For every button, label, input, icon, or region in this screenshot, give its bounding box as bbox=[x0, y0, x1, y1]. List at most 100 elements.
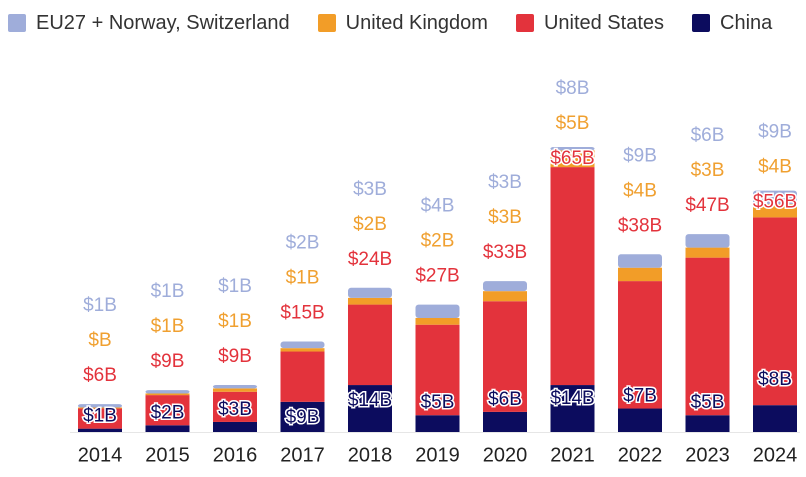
legend-item-us: United States bbox=[515, 11, 665, 35]
data-label-united-kingdom-2017: $1B bbox=[286, 267, 320, 288]
data-label-united-kingdom-2018: $2B bbox=[353, 214, 387, 235]
data-label-china-2021: $14B bbox=[550, 388, 594, 409]
bar-china-2019 bbox=[415, 415, 460, 432]
x-tick-label-2016: 2016 bbox=[213, 444, 258, 466]
x-tick-label-2015: 2015 bbox=[145, 444, 190, 466]
data-label-eu27-norway-switzerland-2022: $9B bbox=[623, 145, 657, 166]
legend-swatch-us bbox=[515, 14, 534, 32]
bar-eu27-norway-switzerland-2024 bbox=[753, 190, 797, 204]
data-label-united-states-2018: $24B bbox=[348, 249, 392, 270]
data-label-china-2016: $3B bbox=[218, 399, 252, 420]
bar-china-2020 bbox=[483, 411, 527, 432]
bar-china-2022 bbox=[618, 408, 662, 432]
data-label-united-states-2016: $9B bbox=[218, 346, 252, 367]
bar-united-states-2016 bbox=[213, 391, 257, 422]
data-label-united-kingdom-2015: $1B bbox=[151, 316, 185, 337]
data-label-china-2023: $5B bbox=[691, 392, 725, 413]
bar-eu27-norway-switzerland-2016 bbox=[213, 385, 257, 389]
legend-swatch-china bbox=[692, 14, 711, 32]
data-label-eu27-norway-switzerland-2020: $3B bbox=[488, 172, 522, 193]
legend-swatch-uk bbox=[317, 14, 336, 32]
x-tick-label-2017: 2017 bbox=[280, 444, 325, 466]
bar-eu27-norway-switzerland-2017 bbox=[280, 341, 325, 349]
data-label-china-2018: $14B bbox=[348, 390, 392, 411]
data-label-china-2019: $5B bbox=[421, 392, 455, 413]
x-tick-label-2020: 2020 bbox=[483, 444, 528, 466]
bar-united-kingdom-2022 bbox=[618, 267, 662, 282]
data-label-eu27-norway-switzerland-2023: $6B bbox=[691, 125, 725, 146]
bar-united-states-2024 bbox=[753, 217, 797, 406]
legend-label-eu: EU27 + Norway, Switzerland bbox=[36, 11, 290, 34]
x-tick-label-2022: 2022 bbox=[618, 444, 663, 466]
bar-united-states-2015 bbox=[145, 395, 190, 426]
data-label-united-states-2014: $6B bbox=[83, 365, 117, 386]
bar-eu27-norway-switzerland-2015 bbox=[145, 390, 190, 394]
bar-eu27-norway-switzerland-2022 bbox=[618, 254, 662, 268]
x-tick-label-2023: 2023 bbox=[685, 444, 730, 466]
data-label-united-kingdom-2021: $5B bbox=[556, 113, 590, 134]
bar-united-states-2022 bbox=[618, 281, 662, 409]
data-label-eu27-norway-switzerland-2018: $3B bbox=[353, 179, 387, 200]
data-label-united-states-2019: $27B bbox=[415, 266, 459, 287]
bar-united-states-2020 bbox=[483, 301, 527, 412]
data-label-united-kingdom-2024: $4B bbox=[758, 157, 792, 178]
data-label-united-kingdom-2022: $4B bbox=[623, 180, 657, 201]
bar-eu27-norway-switzerland-2019 bbox=[415, 304, 460, 318]
data-label-china-2017: $9B bbox=[286, 407, 320, 428]
bar-united-kingdom-2023 bbox=[685, 247, 730, 258]
data-label-united-kingdom-2014: $B bbox=[88, 330, 111, 351]
legend-label-uk: United Kingdom bbox=[345, 11, 488, 34]
data-label-united-kingdom-2023: $3B bbox=[691, 160, 725, 181]
legend-item-china: China bbox=[692, 12, 772, 35]
legend-label-china: China bbox=[720, 11, 773, 34]
bar-united-states-2014 bbox=[78, 408, 122, 429]
bar-eu27-norway-switzerland-2018 bbox=[348, 287, 392, 298]
x-tick-label-2024: 2024 bbox=[753, 444, 798, 466]
bar-united-states-2023 bbox=[685, 257, 730, 416]
data-label-united-states-2021: $65B bbox=[550, 148, 594, 169]
x-tick-label-2019: 2019 bbox=[415, 444, 460, 466]
data-label-china-2020: $6B bbox=[488, 389, 522, 410]
x-tick-label-2018: 2018 bbox=[348, 444, 393, 466]
legend-label-us: United States bbox=[543, 11, 665, 34]
data-label-united-kingdom-2020: $3B bbox=[488, 207, 522, 228]
bar-united-kingdom-2020 bbox=[483, 291, 527, 302]
bar-united-kingdom-2017 bbox=[280, 348, 325, 352]
data-label-united-states-2017: $15B bbox=[280, 302, 324, 323]
bar-united-states-2019 bbox=[415, 324, 460, 416]
data-label-united-states-2024: $56B bbox=[753, 192, 797, 213]
bar-eu27-norway-switzerland-2021 bbox=[550, 146, 595, 151]
bar-united-kingdom-2019 bbox=[415, 317, 460, 325]
bar-eu27-norway-switzerland-2014 bbox=[78, 404, 122, 408]
bar-china-2016 bbox=[213, 421, 257, 432]
bar-eu27-norway-switzerland-2020 bbox=[483, 281, 527, 292]
data-label-eu27-norway-switzerland-2017: $2B bbox=[286, 232, 320, 253]
bar-united-states-2017 bbox=[280, 351, 325, 402]
data-label-eu27-norway-switzerland-2021: $8B bbox=[556, 78, 590, 99]
chart-legend: EU27 + Norway, Switzerland United Kingdo… bbox=[8, 8, 800, 38]
bar-united-kingdom-2024 bbox=[753, 203, 797, 218]
data-label-united-states-2023: $47B bbox=[685, 195, 729, 216]
data-label-eu27-norway-switzerland-2019: $4B bbox=[421, 196, 455, 217]
bar-china-2018 bbox=[348, 385, 392, 432]
x-tick-label-2014: 2014 bbox=[78, 444, 123, 466]
bar-eu27-norway-switzerland-2023 bbox=[685, 234, 730, 248]
bar-united-kingdom-2021 bbox=[550, 150, 595, 168]
data-label-eu27-norway-switzerland-2016: $1B bbox=[218, 276, 252, 297]
data-label-united-kingdom-2016: $1B bbox=[218, 311, 252, 332]
bar-united-kingdom-2016 bbox=[213, 388, 257, 392]
data-label-united-states-2022: $38B bbox=[618, 215, 662, 236]
data-label-eu27-norway-switzerland-2014: $1B bbox=[83, 295, 117, 316]
data-label-eu27-norway-switzerland-2024: $9B bbox=[758, 122, 792, 143]
bar-united-kingdom-2018 bbox=[348, 297, 392, 305]
data-label-china-2015: $2B bbox=[151, 402, 185, 423]
legend-item-uk: United Kingdom bbox=[317, 11, 488, 35]
legend-swatch-eu bbox=[8, 14, 26, 32]
data-label-china-2014: $1B bbox=[83, 406, 117, 427]
data-label-china-2022: $7B bbox=[623, 386, 657, 407]
data-label-united-states-2015: $9B bbox=[151, 351, 185, 372]
data-label-china-2024: $8B bbox=[758, 369, 792, 390]
bar-united-states-2021 bbox=[550, 167, 595, 386]
bar-china-2021 bbox=[550, 385, 595, 432]
